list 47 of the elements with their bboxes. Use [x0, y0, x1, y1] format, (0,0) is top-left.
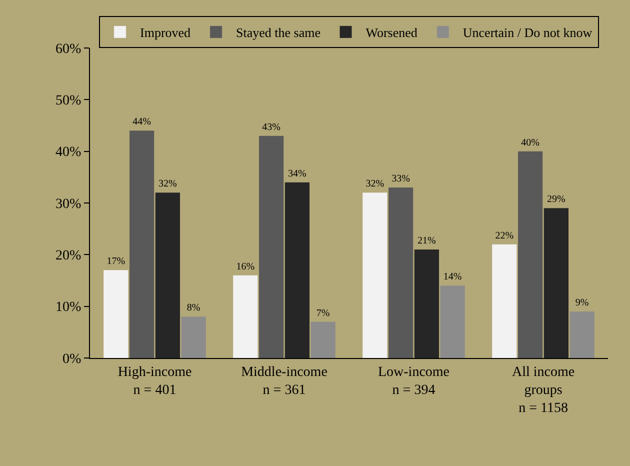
bar [518, 151, 543, 358]
bar [492, 244, 517, 358]
bar [570, 312, 594, 358]
data-label: 9% [575, 298, 589, 308]
x-tick-label: Low-income n = 394 [378, 364, 450, 398]
bar [233, 275, 258, 358]
legend-label: Stayed the same [236, 25, 321, 40]
bar [388, 188, 414, 358]
y-tick-label: 40% [56, 145, 82, 160]
data-label: 21% [418, 236, 436, 246]
bar [544, 208, 568, 358]
data-label: 33% [392, 174, 410, 184]
legend-label: Uncertain / Do not know [462, 25, 593, 40]
data-label: 16% [236, 261, 255, 272]
data-label: 17% [106, 256, 126, 268]
data-label: 14% [443, 272, 462, 283]
bar [104, 270, 128, 358]
y-tick-label: 30% [56, 196, 82, 212]
data-label: 44% [132, 116, 151, 128]
bar [155, 192, 180, 358]
bar [284, 182, 310, 358]
data-label: 40% [521, 137, 540, 148]
data-label: 7% [316, 308, 330, 319]
y-tick-label: 0% [62, 352, 82, 367]
data-label: 34% [288, 168, 306, 180]
legend-label: Improved [140, 25, 192, 40]
bar [259, 136, 284, 358]
data-label: 32% [158, 178, 177, 190]
bar [130, 130, 154, 358]
bar [310, 322, 336, 358]
bar [414, 250, 439, 358]
data-label: 32% [366, 178, 384, 190]
bar [362, 192, 388, 358]
data-label: 43% [262, 122, 280, 133]
data-label: 29% [547, 194, 566, 206]
legend-label: Worsened [366, 25, 418, 40]
data-label: 22% [495, 230, 514, 242]
bar [440, 286, 465, 358]
bar [181, 316, 206, 358]
x-tick-label: Middle-income n = 361 [241, 364, 328, 398]
y-tick-label: 10% [56, 300, 82, 316]
y-tick-label: 20% [56, 248, 82, 264]
x-tick-label: High-income n = 401 [118, 364, 192, 398]
y-tick-label: 50% [56, 94, 82, 109]
data-label: 8% [186, 302, 200, 314]
x-tick-label: All income groups n = 1158 [512, 364, 575, 416]
y-tick-label: 60% [56, 42, 82, 57]
